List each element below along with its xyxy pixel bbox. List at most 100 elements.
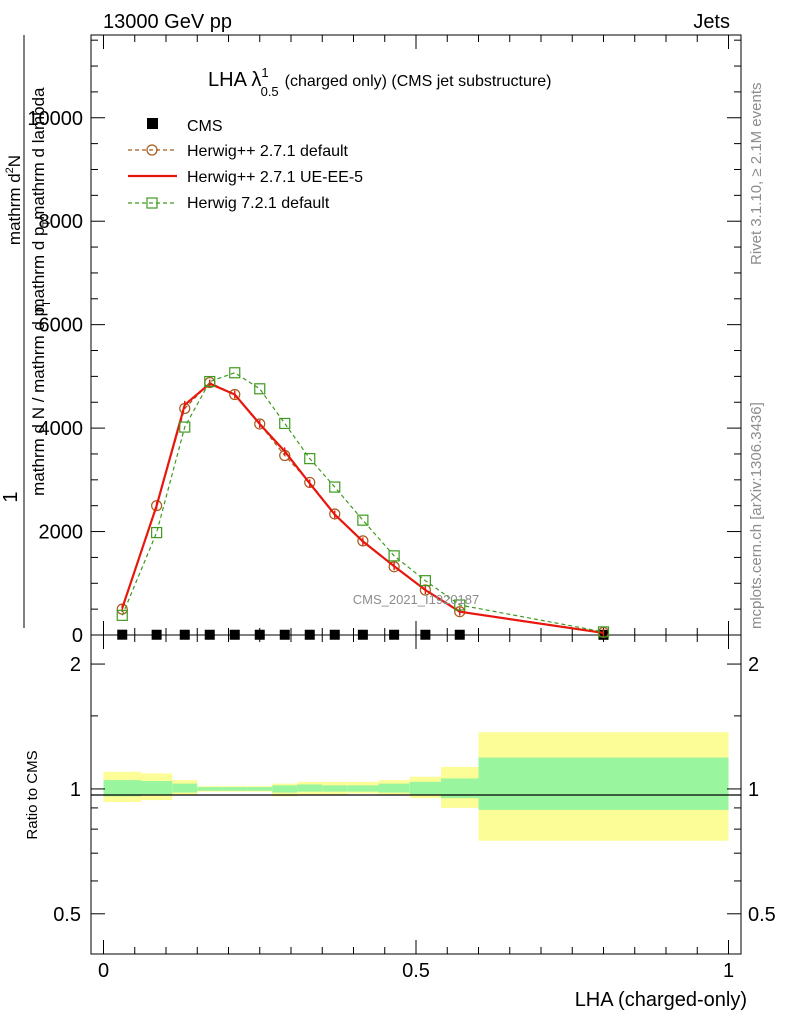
herwig7-point-3 <box>204 375 216 388</box>
ratio-stat-band-10 <box>378 783 410 793</box>
herwig-default-point-5 <box>254 418 266 430</box>
xtick-label-1: 0.5 <box>402 960 430 982</box>
herwig7-point-13 <box>597 626 610 638</box>
main-ytick-label-4: 8000 <box>39 211 84 233</box>
cms-point-6 <box>279 629 290 640</box>
herwig7-point-11 <box>419 575 431 587</box>
ratio-ylabel: Ratio to CMS <box>24 750 41 839</box>
ylabel-denominator: mathrm d pTmathrm d lambda <box>29 87 53 313</box>
herwig-default-point-1 <box>151 500 163 512</box>
ylabel-den-tail: mathrm d lambda <box>29 87 48 220</box>
ratio-ytick-label-left-1: 1 <box>70 779 81 801</box>
ratio-stat-band-5 <box>247 787 273 791</box>
ylabel-den-sub: T <box>41 220 53 227</box>
cms-point-7 <box>304 629 315 640</box>
ratio-stat-band-11 <box>409 781 441 795</box>
legend-herwig-default-label: Herwig++ 2.7.1 default <box>187 143 349 160</box>
ratio-stat-band-13 <box>478 757 729 810</box>
ylabel-numerator: mathrm d2N <box>4 155 24 245</box>
header-energy-label: 13000 GeV pp <box>103 11 232 33</box>
ratio-ytick-label-right-2: 2 <box>748 654 759 676</box>
ratio-stat-band-6 <box>272 785 298 793</box>
ratio-stat-band-7 <box>297 784 323 792</box>
cms-point-4 <box>229 629 240 640</box>
cms-point-9 <box>357 629 368 640</box>
ratio-ytick-label-left-2: 2 <box>70 654 81 676</box>
legend-herwig7-marker <box>146 197 158 209</box>
legend-cms-marker <box>147 118 158 129</box>
header-jets-label: Jets <box>693 11 730 33</box>
legend-herwig7-label: Herwig 7.2.1 default <box>187 195 330 212</box>
ratio-stat-band-3 <box>197 787 223 791</box>
ratio-ytick-label-right-0: 0.5 <box>748 904 776 926</box>
series-layer <box>116 367 610 640</box>
rivet-version-label: Rivet 3.1.10, ≥ 2.1M events <box>748 83 765 266</box>
ylabel-fracnum-text: mathrm d N / mathrm d p <box>29 307 48 496</box>
herwig7-point-0 <box>116 609 128 621</box>
xtick-label-2: 1 <box>723 960 734 982</box>
herwig7-point-10 <box>388 550 400 562</box>
plot-title: LHA λ1 0.5 (charged only) (CMS jet substru… <box>208 65 551 99</box>
ratio-stat-band-1 <box>141 780 173 796</box>
ratio-stat-band-4 <box>222 787 248 791</box>
legend: CMS Herwig++ 2.7.1 default Herwig++ 2.7.… <box>128 118 363 212</box>
herwig7-point-5 <box>254 383 266 395</box>
ratio-axis-ticks: 0.5 0.5 1 1 2 2 <box>53 654 776 926</box>
main-ytick-label-3: 6000 <box>39 315 84 337</box>
ylabel-num-text: mathrm d <box>5 173 24 245</box>
main-ytick-label-0: 0 <box>72 625 83 647</box>
ylabel-num-sup: 2 <box>4 167 16 173</box>
ratio-bands <box>103 732 729 841</box>
herwig7-point-6 <box>279 417 291 430</box>
analysis-watermark: CMS_2021_I1920187 <box>353 592 480 607</box>
cms-point-3 <box>204 629 215 640</box>
cms-point-1 <box>151 629 162 640</box>
legend-cms-label: CMS <box>187 118 223 135</box>
herwig-default-point-8 <box>329 508 341 520</box>
ratio-stat-band-0 <box>103 780 141 797</box>
cms-point-12 <box>454 629 465 640</box>
herwig7-point-8 <box>329 481 341 493</box>
herwig7-point-7 <box>304 453 316 465</box>
main-axis-ticks: 0 2000 4000 6000 8000 10000 <box>27 39 741 647</box>
herwig7-point-2 <box>179 421 191 433</box>
legend-herwig-default-marker <box>146 144 158 156</box>
herwig7-point-12 <box>454 599 466 611</box>
ylabel-fraction-num: mathrm d N / mathrm d pT <box>29 300 53 496</box>
herwig7-point-4 <box>229 367 241 379</box>
cms-point-8 <box>329 629 340 640</box>
plot-title-sub: 0.5 <box>261 84 279 99</box>
ratio-stat-band-9 <box>347 785 379 792</box>
herwig-default-point-9 <box>357 535 369 547</box>
cms-point-5 <box>254 629 265 640</box>
plot-title-tail: (charged only) (CMS jet substructure) <box>285 73 552 90</box>
ratio-stat-band-2 <box>172 783 198 793</box>
x-axis-ticks: 0 0.5 1 <box>98 35 734 982</box>
main-ylabel: 1 mathrm d N / mathrm d pT mathrm d2N ma… <box>0 35 53 628</box>
cms-point-0 <box>117 629 128 640</box>
herwig7-point-9 <box>357 514 369 526</box>
main-ytick-label-2: 4000 <box>39 418 84 440</box>
ylabel-den-text: mathrm d p <box>29 227 48 313</box>
main-ytick-label-1: 2000 <box>39 522 84 544</box>
x-axis-label: LHA (charged-only) <box>575 989 747 1011</box>
cms-point-10 <box>389 629 400 640</box>
ratio-stat-band-8 <box>322 785 348 792</box>
plot-title-sup: 1 <box>261 65 268 80</box>
herwig7-point-1 <box>151 526 163 539</box>
herwig-default-point-10 <box>388 561 400 573</box>
ylabel-num-tail: N <box>5 155 24 167</box>
ylabel-fracnum-sub: T <box>41 300 53 307</box>
ylabel-one: 1 <box>0 491 22 502</box>
plot-title-main: LHA λ <box>208 69 261 91</box>
xtick-label-0: 0 <box>98 960 109 982</box>
cms-point-11 <box>420 629 431 640</box>
cms-point-2 <box>179 629 190 640</box>
mcplots-label: mcplots.cern.ch [arXiv:1306.3436] <box>748 402 765 629</box>
main-ytick-label-5: 10000 <box>27 108 83 130</box>
herwig-default-point-4 <box>229 388 241 401</box>
ratio-ytick-label-right-1: 1 <box>748 779 759 801</box>
legend-herwig-ueee5-label: Herwig++ 2.7.1 UE-EE-5 <box>187 169 363 186</box>
ratio-stat-band-12 <box>441 778 479 799</box>
